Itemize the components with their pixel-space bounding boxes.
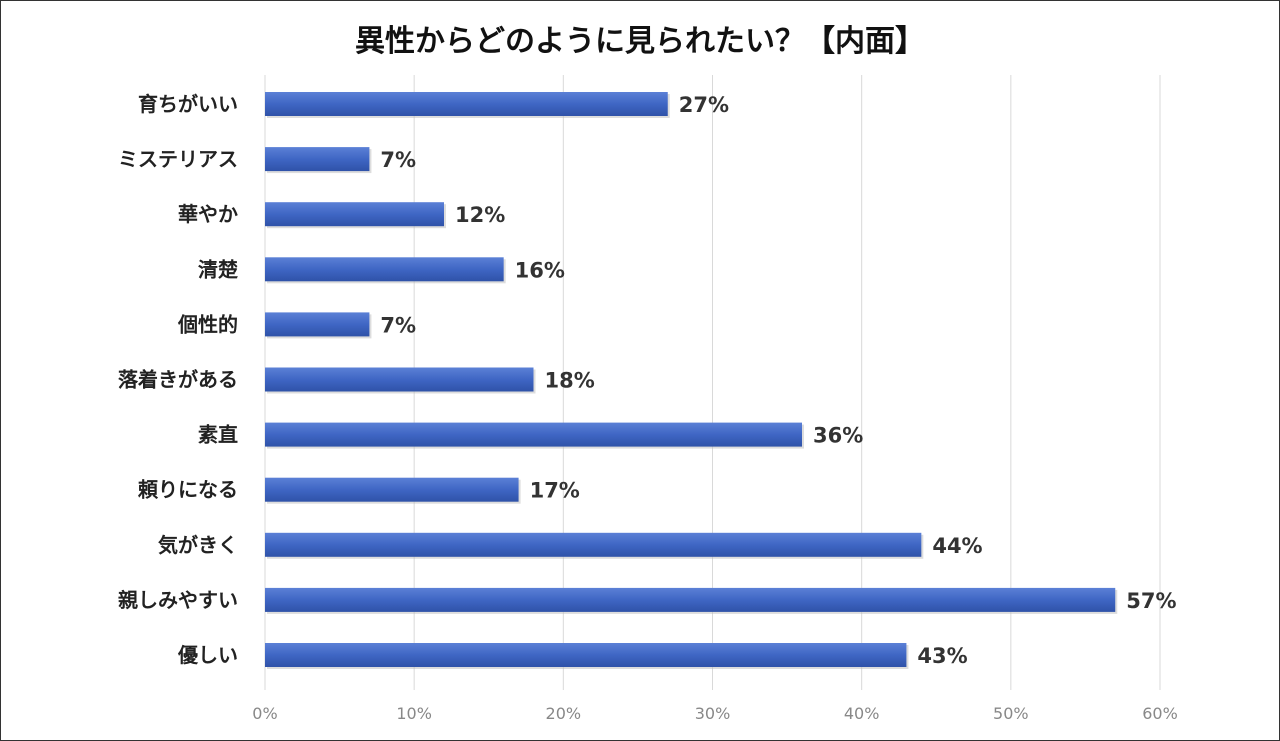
category-label: 育ちがいい (138, 92, 238, 116)
category-label: 頼りになる (138, 478, 238, 502)
bar (265, 643, 907, 667)
data-label: 57% (1126, 589, 1176, 613)
bar (265, 477, 519, 502)
data-label: 27% (679, 93, 729, 117)
bar (265, 202, 444, 227)
data-label: 17% (530, 479, 580, 503)
bar (265, 147, 370, 172)
category-label: 個性的 (177, 312, 238, 336)
x-tick-label: 0% (252, 704, 277, 723)
category-label: 親しみやすい (118, 588, 238, 612)
chart-title: 異性からどのように見られたい？【内面】 (355, 24, 925, 59)
data-label: 7% (380, 148, 416, 172)
data-label: 36% (813, 424, 863, 448)
data-label: 12% (455, 203, 505, 227)
bar (265, 532, 922, 557)
bar (265, 367, 534, 392)
x-tick-label: 50% (993, 704, 1029, 723)
category-label: ミステリアス (118, 147, 238, 171)
data-label: 16% (515, 258, 565, 282)
data-label: 44% (932, 534, 982, 558)
bar (265, 587, 1116, 612)
category-label: 優しい (177, 643, 238, 667)
data-label: 18% (545, 369, 595, 393)
category-label: 清楚 (198, 257, 238, 281)
x-tick-label: 60% (1142, 704, 1178, 723)
data-label: 43% (917, 644, 967, 668)
x-tick-label: 20% (546, 704, 582, 723)
bar (265, 257, 504, 282)
x-tick-label: 10% (396, 704, 432, 723)
x-tick-label: 40% (844, 704, 880, 723)
x-tick-label: 30% (695, 704, 731, 723)
category-label: 気がきく (158, 533, 238, 557)
category-label: 素直 (198, 423, 238, 447)
bar (265, 422, 802, 447)
bar (265, 312, 370, 337)
bar (265, 92, 668, 116)
category-label: 落着きがある (118, 368, 238, 392)
data-label: 7% (380, 313, 416, 337)
category-label: 華やか (178, 202, 238, 226)
